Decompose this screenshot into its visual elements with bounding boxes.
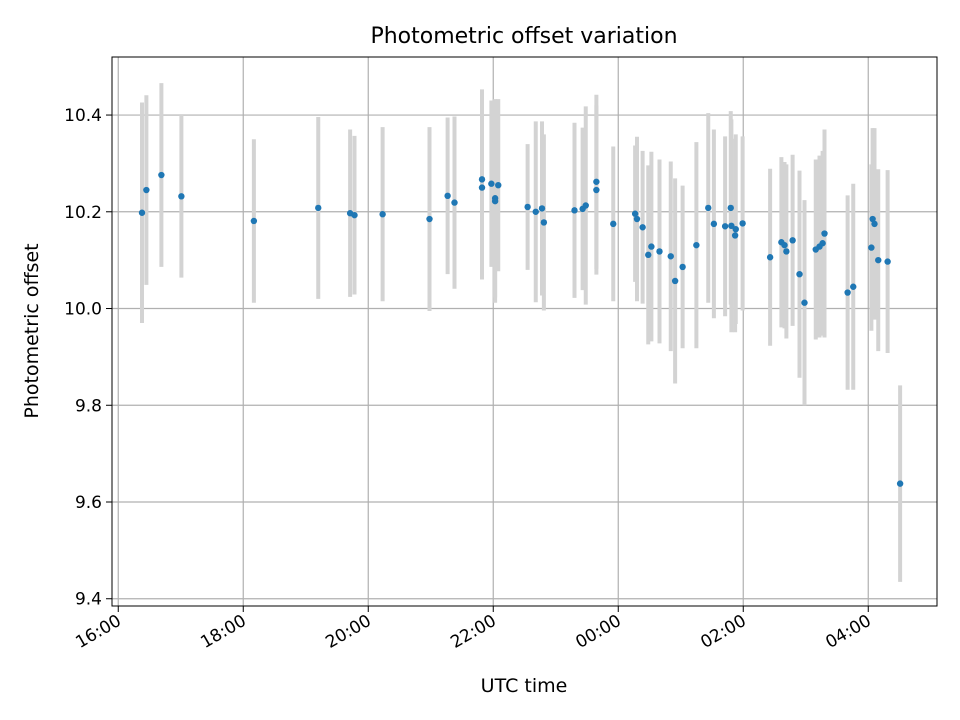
plot-frame	[111, 56, 938, 607]
data-point	[783, 248, 790, 255]
data-point	[844, 289, 851, 296]
y-tick-label: 9.6	[75, 493, 102, 513]
data-point	[766, 254, 774, 261]
data-point	[426, 215, 433, 223]
y-axis-label: Photometric offset	[21, 243, 43, 418]
data-point	[801, 299, 808, 306]
data-point	[158, 171, 165, 179]
data-point	[593, 186, 600, 194]
data-point	[379, 211, 386, 218]
data-point	[488, 180, 495, 187]
data-point	[679, 263, 686, 271]
data-point	[739, 220, 746, 227]
data-point	[648, 243, 655, 250]
data-point	[178, 193, 185, 200]
data-point	[671, 277, 679, 285]
data-point	[351, 211, 358, 219]
data-point	[727, 204, 734, 212]
data-point	[138, 209, 146, 216]
data-point	[478, 176, 486, 183]
data-point	[693, 241, 700, 249]
y-tick-label: 9.4	[75, 590, 102, 610]
data-point	[821, 230, 828, 237]
data-point	[315, 204, 322, 212]
data-point	[478, 184, 486, 191]
data-point	[593, 178, 600, 185]
data-point	[250, 217, 258, 225]
data-point	[667, 253, 674, 260]
data-point	[540, 219, 548, 226]
data-point	[610, 220, 617, 228]
data-point	[571, 207, 578, 214]
data-point	[532, 208, 539, 215]
data-point	[868, 244, 875, 251]
data-point	[710, 220, 718, 228]
data-point	[819, 240, 826, 247]
data-point	[639, 224, 646, 231]
data-point	[582, 202, 589, 209]
data-point	[869, 215, 876, 223]
y-tick-label: 10.4	[64, 106, 102, 126]
y-tick-label: 10.0	[64, 300, 102, 320]
data-point	[884, 258, 891, 265]
data-point	[495, 181, 502, 189]
data-point	[731, 232, 739, 239]
data-point	[645, 251, 652, 259]
data-point	[633, 215, 641, 223]
data-point	[875, 256, 882, 264]
data-point	[850, 283, 857, 290]
data-point	[781, 241, 788, 249]
data-point	[538, 205, 546, 212]
y-tick-label: 10.2	[64, 203, 102, 223]
data-point	[491, 197, 499, 205]
data-point	[451, 199, 458, 206]
data-point	[728, 222, 735, 230]
data-point	[796, 270, 803, 278]
data-point	[656, 248, 663, 255]
data-point	[705, 204, 712, 212]
data-point	[789, 237, 796, 244]
data-point	[143, 186, 150, 194]
data-point	[871, 220, 878, 228]
data-points	[138, 171, 904, 487]
x-axis-label: UTC time	[481, 675, 568, 697]
data-point	[732, 225, 739, 233]
y-axis-ticks: 9.4 9.6 9.8 10.0 10.2 10.4	[64, 106, 112, 610]
y-tick-label: 9.8	[75, 396, 102, 416]
data-point	[524, 203, 531, 211]
chart-title: Photometric offset variation	[370, 24, 677, 49]
data-point	[896, 480, 904, 487]
data-point	[444, 192, 451, 200]
data-point	[721, 223, 729, 230]
data-point	[631, 210, 639, 217]
